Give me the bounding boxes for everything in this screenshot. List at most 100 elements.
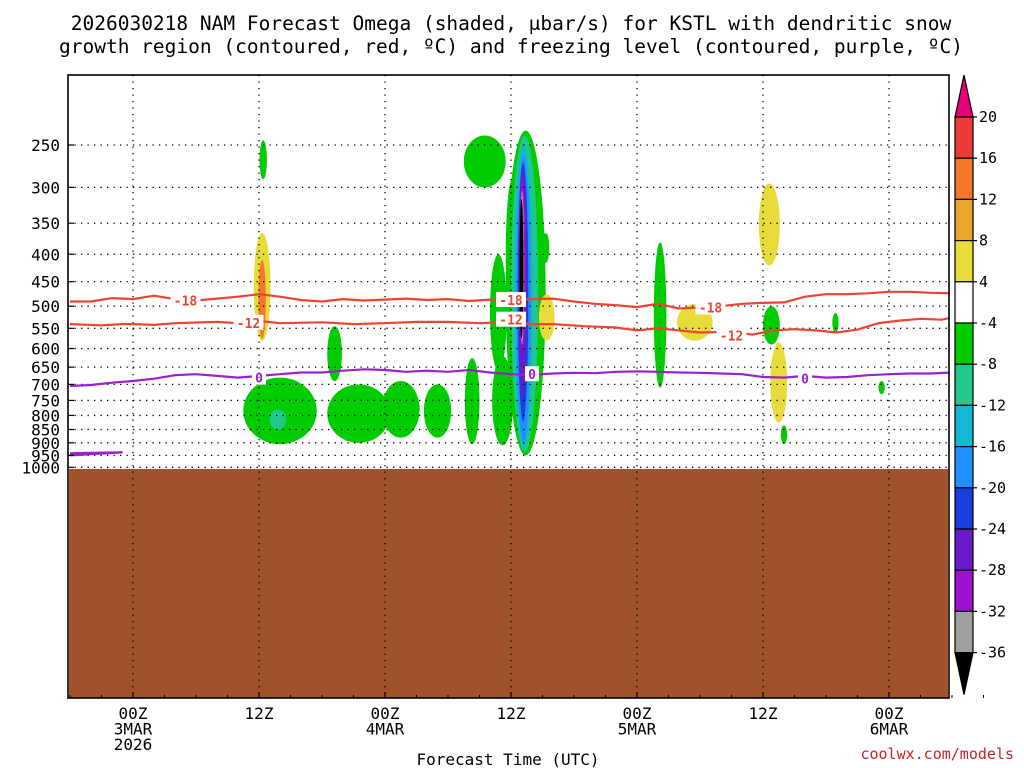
colorbar-bin-12 bbox=[954, 569, 974, 613]
dgz-minus-12-label-1: -12 bbox=[499, 314, 522, 329]
colorbar-tick-label-12: -32 bbox=[979, 602, 1006, 620]
y-tick-label-350: 350 bbox=[31, 214, 60, 233]
y-axis: 2503003504004505005506006507007508008509… bbox=[21, 136, 74, 477]
plot-frame bbox=[67, 74, 950, 699]
omega-green-5 bbox=[381, 381, 420, 438]
freezing-level-0-label-0: 0 bbox=[255, 372, 263, 387]
colorbar-tick-label-10: -24 bbox=[979, 520, 1006, 538]
chart-title-line-2: growth region (contoured, red, ºC) and f… bbox=[59, 35, 963, 58]
colorbar-bin-4 bbox=[954, 240, 974, 283]
omega-teal-1 bbox=[269, 409, 287, 430]
dgz-minus-18-label-bg-1 bbox=[496, 292, 526, 308]
dgz-minus-12-label-2: -12 bbox=[720, 329, 743, 344]
y-tick-label-750: 750 bbox=[31, 391, 60, 410]
omega-green-14 bbox=[653, 242, 667, 388]
colorbar: 20 16 12 8 4 -4 -8 -12 -16 -20 -24 -28 -32 -36 bbox=[954, 74, 1006, 695]
omega-green-17 bbox=[832, 313, 839, 333]
omega-green-16 bbox=[780, 425, 788, 445]
omega-green-18 bbox=[878, 381, 885, 395]
y-tick-label-650: 650 bbox=[31, 358, 60, 377]
y-tick-label-550: 550 bbox=[31, 319, 60, 338]
x-tick-label-0-0: 00Z bbox=[119, 704, 148, 723]
freezing-level-0-label-1: 0 bbox=[528, 368, 536, 383]
terrain-layer bbox=[69, 468, 948, 698]
y-tick-label-300: 300 bbox=[31, 178, 60, 197]
y-tick-label-250: 250 bbox=[31, 136, 60, 155]
dgz-minus-18-label-2: -18 bbox=[699, 302, 723, 317]
omega-green-15 bbox=[763, 306, 780, 345]
y-tick-label-600: 600 bbox=[31, 340, 60, 359]
chart-title-line-1: 2026030218 NAM Forecast Omega (shaded, μ… bbox=[71, 12, 952, 35]
colorbar-top-triangle bbox=[954, 74, 974, 118]
colorbar-tick-label-9: -20 bbox=[979, 479, 1006, 497]
colorbar-tick-label-7: -12 bbox=[979, 396, 1006, 414]
y-tick-label-700: 700 bbox=[31, 375, 60, 394]
omega-green-10 bbox=[492, 356, 514, 446]
colorbar-bin-8 bbox=[954, 404, 974, 448]
colorbar-tick-label-1: 16 bbox=[979, 149, 997, 167]
dgz-minus-12-label-bg-0 bbox=[233, 314, 264, 330]
colorbar-bin-6 bbox=[954, 322, 974, 365]
freezing-level-0-label-bg-0 bbox=[252, 369, 266, 385]
omega-green-13 bbox=[541, 232, 550, 263]
freezing-level-0-label-bg-1 bbox=[525, 366, 539, 382]
colorbar-bin-5 bbox=[954, 281, 974, 324]
y-tick-label-1000: 1000 bbox=[21, 458, 60, 477]
x-tick-label-1-0: 12Z bbox=[245, 704, 274, 723]
colorbar-tick-label-8: -16 bbox=[979, 438, 1006, 456]
dgz-minus-12-label-bg-2 bbox=[716, 327, 747, 343]
dgz-minus-12-label-bg-1 bbox=[496, 311, 526, 327]
freezing-level-0-surface-loop-line bbox=[69, 451, 123, 457]
x-tick-label-3-0: 12Z bbox=[497, 704, 526, 723]
credit-text: coolwx.com/models bbox=[860, 745, 1014, 763]
colorbar-bin-7 bbox=[954, 363, 974, 407]
freezing-level-0-label-bg-2 bbox=[798, 370, 812, 386]
freezing-level-0-label-2: 0 bbox=[801, 372, 809, 387]
colorbar-tick-label-11: -28 bbox=[979, 561, 1006, 579]
y-tick-label-500: 500 bbox=[31, 297, 60, 316]
x-tick-label-5-0: 12Z bbox=[749, 704, 778, 723]
x-tick-label-6-1: 6MAR bbox=[870, 720, 909, 739]
omega-yellow-4 bbox=[758, 183, 780, 266]
colorbar-tick-label-4: 4 bbox=[979, 273, 988, 291]
colorbar-bin-13 bbox=[954, 610, 974, 654]
y-tick-label-900: 900 bbox=[31, 434, 60, 453]
colorbar-bottom-triangle bbox=[954, 651, 974, 695]
colorbar-bin-1 bbox=[954, 116, 974, 159]
colorbar-bin-11 bbox=[954, 528, 974, 571]
dgz-minus-18-label-bg-2 bbox=[695, 299, 726, 315]
y-tick-label-800: 800 bbox=[31, 406, 60, 425]
y-tick-label-850: 850 bbox=[31, 421, 60, 440]
x-axis-label: Forecast Time (UTC) bbox=[416, 750, 599, 768]
colorbar-bin-2 bbox=[954, 157, 974, 200]
dgz-minus-18-line bbox=[70, 290, 949, 310]
x-tick-label-2-0: 00Z bbox=[371, 704, 400, 723]
y-tick-label-400: 400 bbox=[31, 245, 60, 264]
colorbar-tick-label-6: -8 bbox=[979, 355, 997, 373]
contour-layer: -18 -18 -18 -12 -12 -12 0 0 0 bbox=[69, 290, 949, 457]
y-tick-label-450: 450 bbox=[31, 273, 60, 292]
y-tick-label-950: 950 bbox=[31, 446, 60, 465]
x-tick-label-2-1: 4MAR bbox=[366, 720, 405, 739]
colorbar-tick-label-5: -4 bbox=[979, 314, 997, 332]
omega-yellow-2 bbox=[538, 294, 555, 341]
colorbar-tick-label-13: -36 bbox=[979, 644, 1006, 662]
dgz-minus-18-label-0: -18 bbox=[174, 295, 198, 310]
dgz-minus-18-label-bg-0 bbox=[170, 292, 201, 308]
dgz-minus-12-line bbox=[69, 317, 949, 336]
dgz-minus-12-label-0: -12 bbox=[237, 317, 260, 332]
omega-green-8 bbox=[463, 135, 506, 188]
colorbar-tick-label-3: 8 bbox=[979, 232, 988, 250]
x-tick-label-6-0: 00Z bbox=[875, 704, 904, 723]
colorbar-tick-label-2: 12 bbox=[979, 190, 997, 208]
colorbar-bin-3 bbox=[954, 198, 974, 242]
omega-green-4 bbox=[327, 384, 391, 443]
x-tick-label-4-0: 00Z bbox=[623, 704, 652, 723]
colorbar-tick-label-0: 20 bbox=[979, 108, 997, 126]
x-tick-label-4-1: 5MAR bbox=[618, 720, 657, 739]
omega-green-6 bbox=[423, 384, 452, 438]
omega-green-1 bbox=[259, 140, 267, 180]
colorbar-bin-10 bbox=[954, 487, 974, 530]
